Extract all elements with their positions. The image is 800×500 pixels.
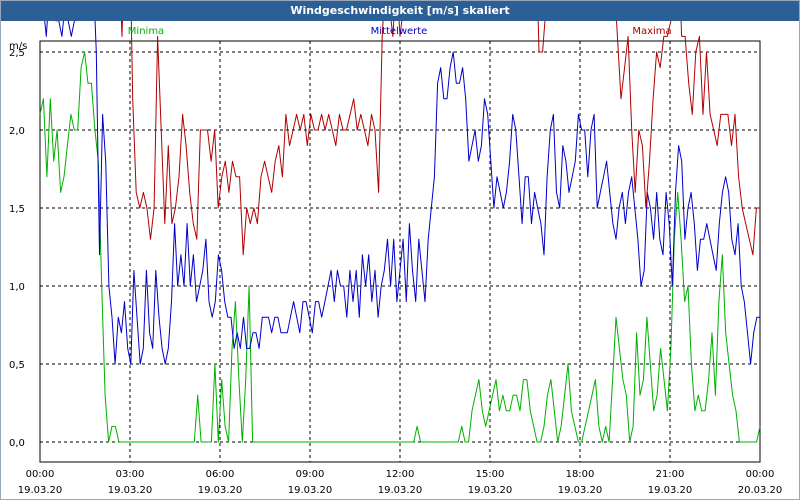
series-line-maxima bbox=[120, 21, 760, 256]
x-tick-time-label: 18:00 bbox=[566, 469, 595, 480]
window-title: Windgeschwindigkeit [m/s] skaliert bbox=[1, 1, 799, 21]
y-tick-label: 1,0 bbox=[9, 282, 25, 293]
legend-entry-minima: Minima bbox=[128, 26, 164, 37]
x-tick-time-label: 00:00 bbox=[746, 469, 775, 480]
x-tick-date-label: 19.03.20 bbox=[558, 485, 603, 496]
x-tick-date-label: 19.03.20 bbox=[378, 485, 423, 496]
x-tick-date-label: 19.03.20 bbox=[108, 485, 153, 496]
x-tick-date-label: 19.03.20 bbox=[468, 485, 513, 496]
x-tick-date-label: 19.03.20 bbox=[648, 485, 693, 496]
x-tick-time-label: 00:00 bbox=[26, 469, 55, 480]
x-tick-date-label: 19.03.20 bbox=[198, 485, 243, 496]
legend-entry-maxima: Maxima bbox=[632, 26, 671, 37]
wind-speed-chart: 0,00,51,01,52,02,53,03,54,04,5m/s00:0019… bbox=[9, 21, 783, 496]
x-tick-time-label: 06:00 bbox=[206, 469, 235, 480]
x-tick-date-label: 19.03.20 bbox=[288, 485, 333, 496]
x-tick-date-label: 20.03.20 bbox=[738, 485, 783, 496]
x-tick-time-label: 09:00 bbox=[296, 469, 325, 480]
y-tick-label: 2,0 bbox=[9, 126, 25, 137]
x-tick-time-label: 15:00 bbox=[476, 469, 505, 480]
series-line-minima bbox=[39, 51, 761, 443]
legend-entry-mittelwerte: Mittelwerte bbox=[371, 26, 428, 37]
y-tick-label: 1,5 bbox=[9, 204, 25, 215]
x-tick-time-label: 12:00 bbox=[386, 469, 415, 480]
x-tick-time-label: 03:00 bbox=[116, 469, 145, 480]
series-line-mittelwerte bbox=[44, 21, 760, 365]
x-tick-time-label: 21:00 bbox=[656, 469, 685, 480]
x-tick-date-label: 19.03.20 bbox=[18, 485, 63, 496]
y-axis-unit-label: m/s bbox=[9, 41, 27, 52]
y-tick-label: 2,5 bbox=[9, 48, 25, 59]
y-tick-label: 0,0 bbox=[9, 438, 25, 449]
y-tick-label: 0,5 bbox=[9, 360, 25, 371]
